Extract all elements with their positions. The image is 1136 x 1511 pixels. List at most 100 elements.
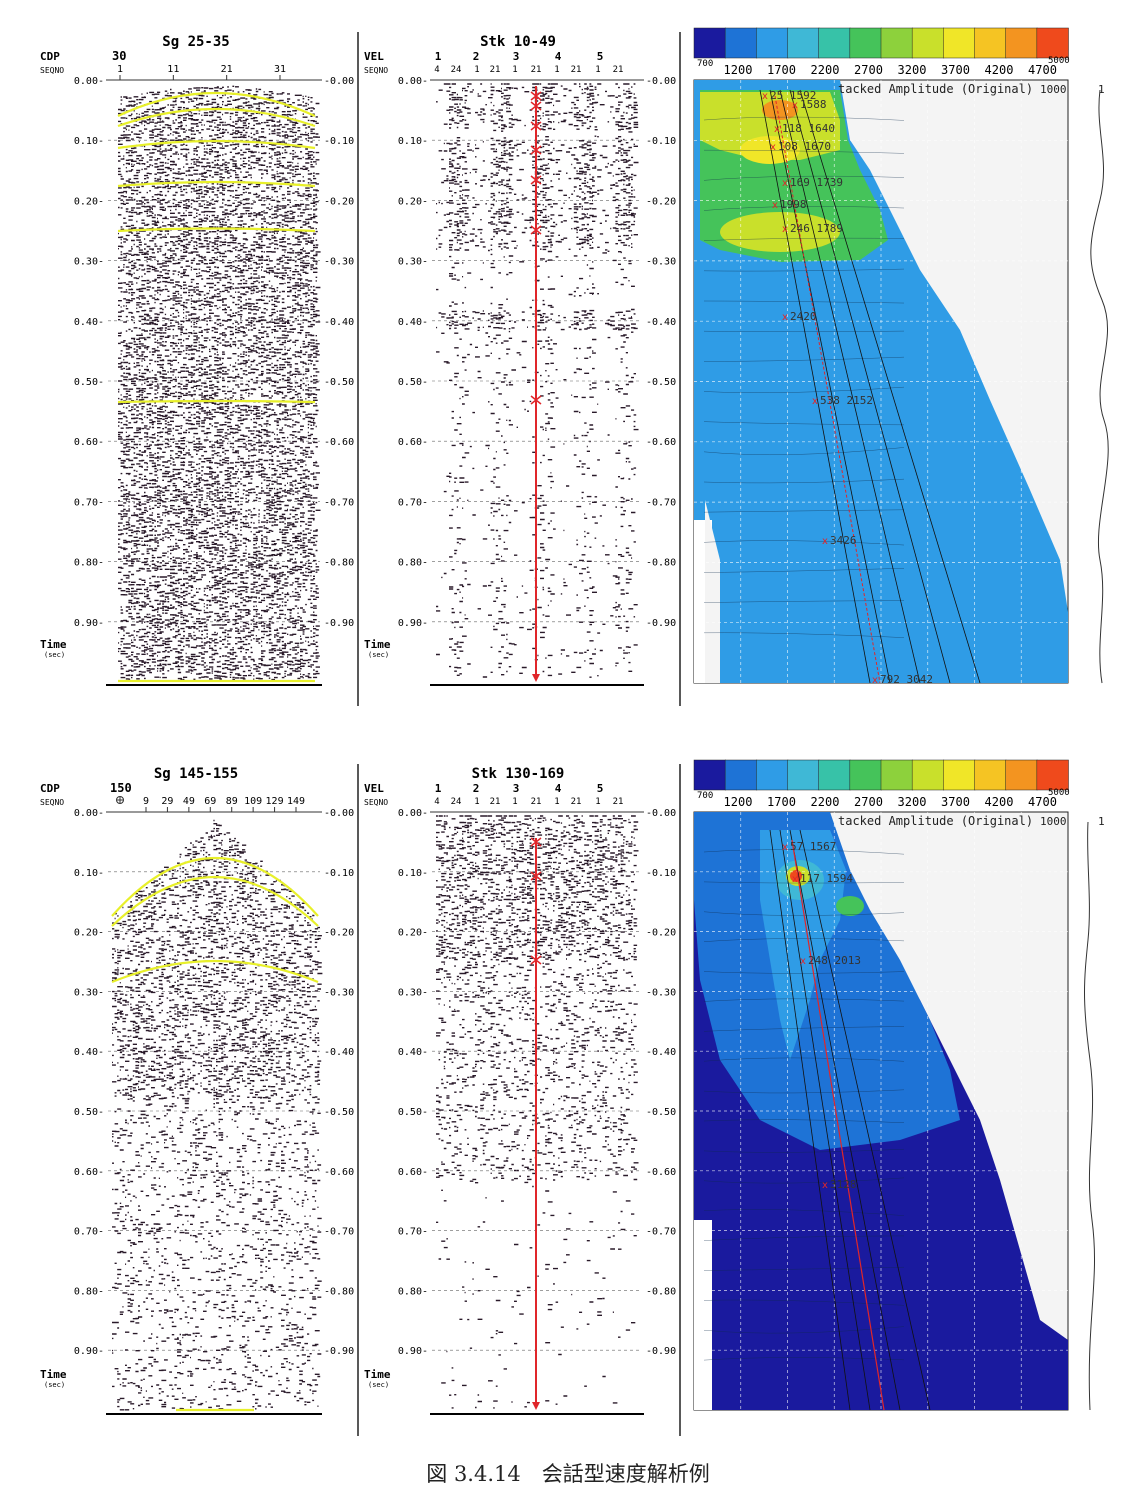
- gather-traces-2: [112, 819, 323, 1411]
- time-tick-label: 0.70-: [74, 497, 104, 508]
- time-tick-label: -0.60: [324, 437, 354, 448]
- semblance-nmo-lines-1: [759, 89, 981, 684]
- colorbar-tick-label: 3700: [941, 63, 970, 77]
- svg-text:x: x: [812, 396, 818, 407]
- time-label-s1: Time: [364, 638, 391, 651]
- cdp-value-2: 150: [110, 781, 132, 795]
- time-tick-label: -0.50: [324, 1107, 354, 1118]
- semblance-pick-label: 248 2013: [808, 954, 861, 967]
- time-tick-label: 0.60-: [74, 1167, 104, 1178]
- time-tick-label: 0.00-: [74, 76, 104, 87]
- time-tick-label: 0.60-: [398, 437, 428, 448]
- svg-text:x: x: [772, 200, 778, 211]
- seqno-label-1: SEQNO: [40, 66, 64, 75]
- svg-text:x: x: [770, 142, 776, 153]
- semblance-pick-label: 1998: [780, 198, 807, 211]
- semblance-pick-line-2: [791, 839, 885, 1411]
- vel-seq-label: 21: [571, 797, 582, 807]
- vel-group-label: 1: [435, 782, 442, 795]
- colorbar-swatch: [974, 759, 1007, 791]
- vel-seq-label: 1: [554, 65, 559, 75]
- nmo-curve-1c: [117, 139, 316, 150]
- time-tick-label: 0.90-: [74, 618, 104, 629]
- seq-label: 21: [221, 64, 233, 75]
- colorbar-swatch: [787, 759, 820, 791]
- semblance-pick-label: 117 1594: [800, 872, 853, 885]
- semblance-grid-1: [694, 80, 1068, 683]
- vel-seq-label: 24: [451, 65, 462, 75]
- vel-seq-label: 4: [434, 65, 439, 75]
- vel-seqno-label-2: SEQNO: [364, 798, 388, 807]
- time-tick-label: -0.70: [646, 497, 676, 508]
- time-label-2: Time: [40, 1368, 67, 1381]
- svg-text:x: x: [762, 91, 768, 102]
- stack-time-ticks-right-1: -0.00 -0.10 -0.20 -0.30 -0.40 -0.50 -0.60 -0.70…: [646, 76, 676, 629]
- vel-seq-label: 1: [474, 797, 479, 807]
- vel-group-label: 4: [555, 782, 562, 795]
- time-tick-label: 0.70-: [398, 1227, 428, 1238]
- colorbar-swatch: [943, 27, 976, 59]
- vel-seq-label: 21: [613, 65, 624, 75]
- colorbar-min-label: 700: [697, 791, 713, 801]
- nmo-curve-2b: [111, 876, 319, 927]
- figure-caption: 図 3.4.14 会話型速度解析例: [426, 1462, 710, 1486]
- time-tick-label: 0.70-: [398, 497, 428, 508]
- semblance-pick-label: 118 1640: [782, 122, 835, 135]
- time-tick-label: 0.50-: [398, 1107, 428, 1118]
- svg-text:x: x: [792, 100, 798, 111]
- time-tick-label: -0.40: [646, 317, 676, 328]
- time-tick-label: 0.80-: [398, 558, 428, 569]
- time-label-1: Time: [40, 638, 67, 651]
- vel-seq-label: 21: [531, 65, 542, 75]
- semblance-right-label-1: 1000: [1040, 83, 1067, 96]
- time-tick-label: 0.20-: [398, 196, 428, 207]
- colorbar-swatch: [724, 27, 758, 59]
- nmo-curve-1d: [117, 180, 316, 188]
- seq-label: 1: [117, 64, 123, 75]
- stack-panel-2: Stk 130-169 VEL SEQNO 1 2 3 4 54 24 1 21 1 21 1 21 1…: [364, 766, 676, 1415]
- colorbar-tick-label: 1200: [724, 63, 753, 77]
- stack-traces-2: [436, 815, 639, 1409]
- time-tick-label: 0.50-: [74, 1107, 104, 1118]
- time-tick-label: 0.00-: [74, 808, 104, 819]
- time-tick-label: -0.00: [324, 808, 354, 819]
- time-tick-label: 0.10-: [398, 136, 428, 147]
- vel-seq-label: 21: [490, 65, 501, 75]
- time-tick-label: -0.90: [646, 1346, 676, 1357]
- gather-time-ticks-right-1: -0.00 -0.10 -0.20 -0.30 -0.40 -0.50 -0.60 -0.70…: [324, 76, 354, 629]
- colorbar-tick-label: 1700: [767, 63, 796, 77]
- gather-nmo-picks-1: [117, 92, 316, 683]
- stack-time-ticks-left-2: 0.00- 0.10- 0.20- 0.30- 0.40- 0.50- 0.60- 0.70-…: [398, 808, 428, 1357]
- semblance-pick-label: 538 2152: [820, 394, 873, 407]
- time-tick-label: 0.10-: [74, 136, 104, 147]
- time-tick-label: 0.40-: [74, 1047, 104, 1058]
- colorbar-swatch: [974, 27, 1007, 59]
- seq-label: 149: [287, 796, 305, 807]
- time-tick-label: -0.70: [324, 1227, 354, 1238]
- colorbar-min-label: 700: [697, 59, 713, 69]
- time-tick-label: 0.40-: [398, 1047, 428, 1058]
- svg-text:x: x: [822, 1180, 828, 1191]
- nmo-curve-1a: [117, 92, 316, 117]
- semblance-trace-2: [1084, 821, 1096, 1411]
- semblance-pick-label: 3128: [830, 1178, 857, 1191]
- time-tick-label: 0.80-: [398, 1286, 428, 1297]
- semblance-pick-label: 25 1592: [770, 89, 816, 102]
- semblance-far-label-1: 1: [1098, 83, 1105, 96]
- time-tick-label: -0.60: [324, 1167, 354, 1178]
- colorbar-tick-label: 2200: [811, 795, 840, 809]
- semblance-pick-label: 1588: [800, 98, 827, 111]
- time-tick-label: 0.50-: [74, 377, 104, 388]
- semblance-panel-2: 700 5000 1200 1700 2200 2700 3200 3700 4200 4700: [693, 759, 1105, 1411]
- time-tick-label: 0.80-: [74, 1286, 104, 1297]
- time-tick-label: 0.60-: [74, 437, 104, 448]
- vel-group-label: 5: [597, 782, 604, 795]
- panel-set-2: Sg 145-155 CDP SEQNO 150 9 29 49 69 89 109 129…: [40, 759, 1105, 1436]
- colorbar-swatch: [1005, 759, 1038, 791]
- gather-time-ticks-left-2: 0.00- 0.10- 0.20- 0.30- 0.40- 0.50- 0.60- 0.70-…: [74, 808, 104, 1357]
- time-tick-label: -0.80: [324, 1286, 354, 1297]
- vel-group-label: 4: [555, 50, 562, 63]
- gather-time-ticks-left-1: 0.00- 0.10- 0.20- 0.30- 0.40- 0.50- 0.60- 0.70-…: [74, 76, 104, 629]
- colorbar-swatch: [756, 27, 789, 59]
